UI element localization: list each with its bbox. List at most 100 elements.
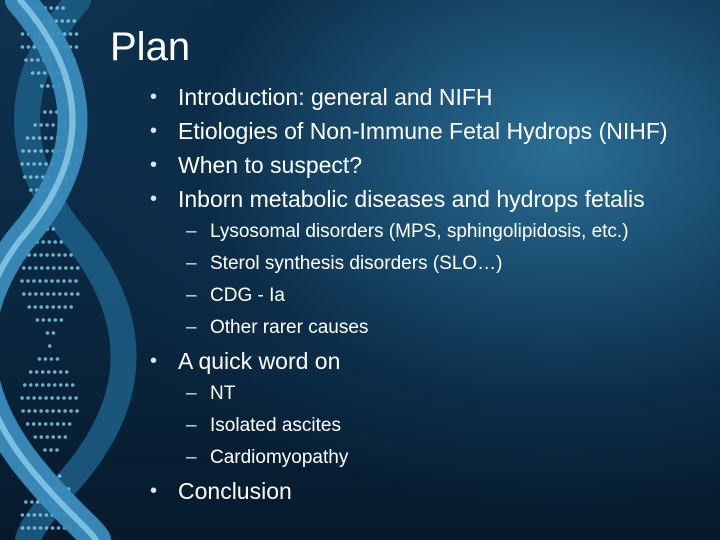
helix-bead [33,149,37,153]
helix-bead [57,409,61,413]
dash-marker: – [186,415,197,436]
sub-bullet-item: – CDG - Ia [150,280,716,312]
bullet-item: • A quick word on [150,344,716,378]
helix-bead [62,396,66,400]
helix-bead [30,58,34,62]
helix-bead [49,448,53,452]
helix-bead [30,500,34,504]
helix-bead [63,409,67,413]
helix-bead [66,19,71,23]
helix-bead [22,266,26,270]
bullet-text: Sterol synthesis disorders (SLO…) [210,253,503,274]
helix-bead [29,188,33,192]
helix-bead [72,19,77,23]
helix-bead [33,409,37,413]
helix-bead [46,292,50,296]
helix-bead [38,279,42,283]
helix-bead [49,136,54,140]
helix-bead [21,149,25,153]
helix-bead [51,305,55,309]
helix-bead [44,526,49,530]
helix-bead [61,6,65,10]
helix-bead [35,175,39,179]
helix-bead [33,123,37,127]
helix-bead [46,266,50,270]
helix-bead [44,279,48,283]
helix-bead [51,227,56,231]
helix-bead [34,266,38,270]
helix-bead [52,383,57,387]
helix-bead [58,383,63,387]
bullet-text: CDG - Ia [210,285,285,306]
helix-bead [50,526,55,530]
helix-bead [49,6,53,10]
helix-bead [43,448,47,452]
helix-bead [41,240,46,244]
helix-bead [41,175,45,179]
helix-bead [38,513,43,517]
bullet-item: • Conclusion [150,474,716,508]
helix-bead [57,253,61,257]
helix-bead [38,162,42,166]
helix-strand-front [0,0,111,540]
helix-bead [76,292,80,296]
dash-marker: – [186,317,197,338]
helix-bead [45,331,50,335]
helix-bead [51,409,55,413]
helix-bead [61,422,66,426]
helix-bead [46,84,50,88]
helix-bead [39,305,43,309]
helix-bead [25,136,30,140]
slide-title: Plan [110,25,191,69]
helix-bead [39,123,43,127]
helix-bead [20,162,24,166]
bullet-item: • Etiologies of Non-Immune Fetal Hydrops … [150,114,716,148]
helix-bead [36,71,41,75]
helix-bead [47,240,52,244]
helix-bead [23,175,27,179]
helix-bead [43,136,48,140]
helix-bead [47,318,52,322]
helix-bead [34,370,39,374]
helix-bead [33,435,38,439]
helix-bead [25,422,30,426]
helix-bead [55,357,60,361]
helix-bead [63,435,68,439]
helix-bead [26,396,30,400]
helix-bead [20,526,25,530]
helix-bead [28,266,32,270]
helix-bead [40,84,44,88]
helix-bead [53,318,58,322]
helix-bead [76,266,80,270]
helix-bead [31,136,36,140]
helix-bead [74,32,79,36]
helix-bead [63,305,67,309]
helix-bead [32,45,37,49]
sub-bullet-item: – Lysosomal disorders (MPS, sphingolipido… [150,216,716,248]
helix-bead [26,513,31,517]
bullet-list: • Introduction: general and NIFH • Etiologi… [150,80,716,508]
helix-bead [75,409,79,413]
bullet-text: Etiologies of Non-Immune Fetal Hydrops (… [178,118,668,144]
bullet-marker: • [150,480,158,502]
helix-bead [40,266,44,270]
helix-bead [74,396,78,400]
bullet-marker: • [150,120,158,142]
helix-bead [64,370,69,374]
bullet-text: Introduction: general and NIFH [178,84,493,110]
bullet-marker: • [150,188,158,210]
dash-marker: – [186,253,197,274]
helix-bead [55,6,59,10]
helix-bead [57,305,61,309]
helix-bead [37,357,42,361]
sub-bullet-item: – Other rarer causes [150,312,716,344]
helix-bead [49,422,54,426]
helix-bead [21,409,25,413]
helix-bead [32,526,37,530]
helix-bead [50,279,54,283]
bullet-text: Lysosomal disorders (MPS, sphingolipidos… [210,221,629,242]
bullet-item: • When to suspect? [150,148,716,182]
helix-bead [20,396,24,400]
helix-bead [69,409,73,413]
